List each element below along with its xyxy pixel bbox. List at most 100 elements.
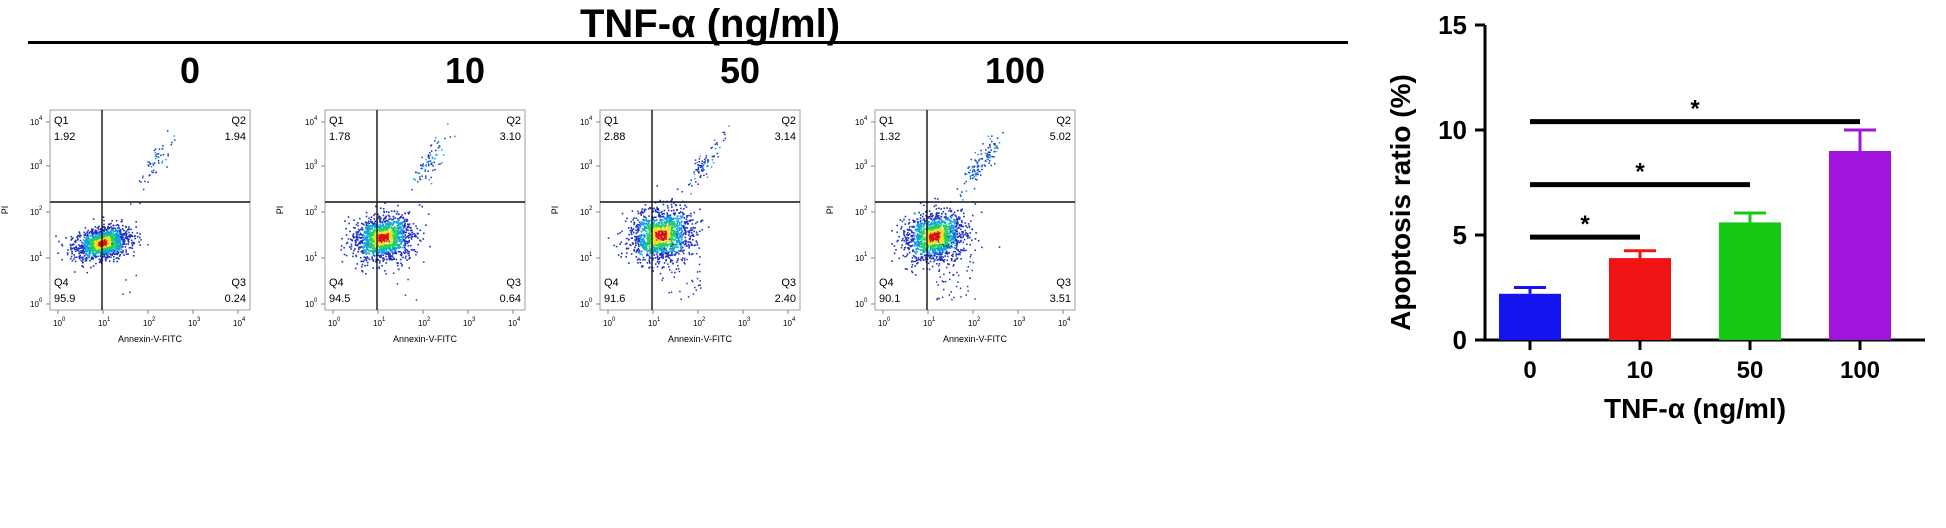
event-dot <box>110 256 112 258</box>
event-dot <box>155 155 158 158</box>
event-dot <box>684 229 686 231</box>
event-dot <box>392 234 394 237</box>
event-dot <box>677 240 680 242</box>
event-dot <box>961 225 964 228</box>
event-dot <box>421 175 423 177</box>
event-dot <box>355 236 357 238</box>
event-dot <box>381 221 383 223</box>
event-dot <box>70 235 73 238</box>
event-dot <box>649 252 651 255</box>
event-dot <box>91 258 93 260</box>
event-dot <box>383 217 386 220</box>
event-dot <box>74 250 77 252</box>
event-dot <box>92 258 95 260</box>
event-dot <box>343 253 346 256</box>
event-dot <box>120 245 123 247</box>
event-dot <box>645 227 647 230</box>
event-dot <box>158 162 160 164</box>
event-dot <box>390 242 393 245</box>
event-dot <box>913 220 915 222</box>
event-dot <box>104 236 107 239</box>
event-dot <box>78 247 80 250</box>
event-dot <box>677 238 680 241</box>
event-dot <box>394 229 396 232</box>
event-dot <box>131 247 134 250</box>
x-tick-label: 10 <box>783 319 792 328</box>
event-dot <box>425 164 427 166</box>
event-dot <box>118 246 121 248</box>
event-dot <box>399 239 401 242</box>
event-dot <box>402 217 405 220</box>
event-dot <box>636 235 639 238</box>
event-dot <box>87 246 90 249</box>
event-dot <box>357 222 359 224</box>
event-dot <box>639 226 642 229</box>
event-dot <box>668 228 670 231</box>
event-dot <box>408 267 410 269</box>
event-dot <box>679 241 681 244</box>
event-dot <box>946 219 949 221</box>
event-dot <box>637 237 640 240</box>
event-dot <box>649 249 651 252</box>
event-dot <box>661 245 663 248</box>
event-dot <box>129 236 131 238</box>
event-dot <box>374 248 377 250</box>
event-dot <box>418 172 420 174</box>
event-dot <box>693 211 696 214</box>
event-dot <box>117 224 120 227</box>
event-dot <box>78 231 81 233</box>
event-dot <box>353 226 355 229</box>
event-dot <box>125 253 128 255</box>
event-dot <box>668 243 670 246</box>
event-dot <box>661 237 664 239</box>
event-dot <box>116 240 118 242</box>
event-dot <box>88 251 91 254</box>
event-dot <box>677 218 680 220</box>
y-tick-exponent: 1 <box>589 252 593 258</box>
event-dot <box>660 249 662 252</box>
event-dot <box>639 236 641 239</box>
event-dot <box>389 255 392 257</box>
event-dot <box>679 222 681 225</box>
event-dot <box>656 245 659 247</box>
event-dot <box>388 257 390 259</box>
event-dot <box>381 264 383 267</box>
event-dot <box>118 238 121 240</box>
event-dot <box>86 255 89 257</box>
event-dot <box>365 242 367 244</box>
event-dot <box>364 249 367 252</box>
event-dot <box>645 222 648 225</box>
event-dot <box>95 235 97 238</box>
event-dot <box>665 240 667 243</box>
event-dot <box>382 234 385 237</box>
event-dot <box>668 238 671 241</box>
event-dot <box>652 248 655 251</box>
event-dot <box>700 219 703 222</box>
event-dot <box>383 210 385 213</box>
x-axis-label: Annexin-V-FITC <box>393 334 458 344</box>
event-dot <box>365 243 368 246</box>
event-dot <box>684 236 687 239</box>
event-dot <box>914 265 916 267</box>
event-dot <box>87 238 89 240</box>
event-dot <box>79 245 81 247</box>
event-dot <box>658 213 660 215</box>
event-dot <box>663 229 665 231</box>
event-dot <box>672 226 675 229</box>
event-dot <box>117 229 120 232</box>
event-dot <box>395 213 398 215</box>
event-dot <box>907 237 910 239</box>
event-dot <box>379 224 381 226</box>
event-dot <box>699 208 701 211</box>
event-dot <box>667 237 670 239</box>
event-dot <box>380 256 382 258</box>
event-dot <box>680 239 683 241</box>
event-dot <box>104 241 107 243</box>
event-dot <box>425 158 427 161</box>
event-dot <box>113 227 115 230</box>
event-dot <box>640 240 642 243</box>
event-dot <box>663 223 666 225</box>
scatter-points <box>891 131 1004 301</box>
event-dot <box>69 257 72 260</box>
event-dot <box>693 173 696 175</box>
